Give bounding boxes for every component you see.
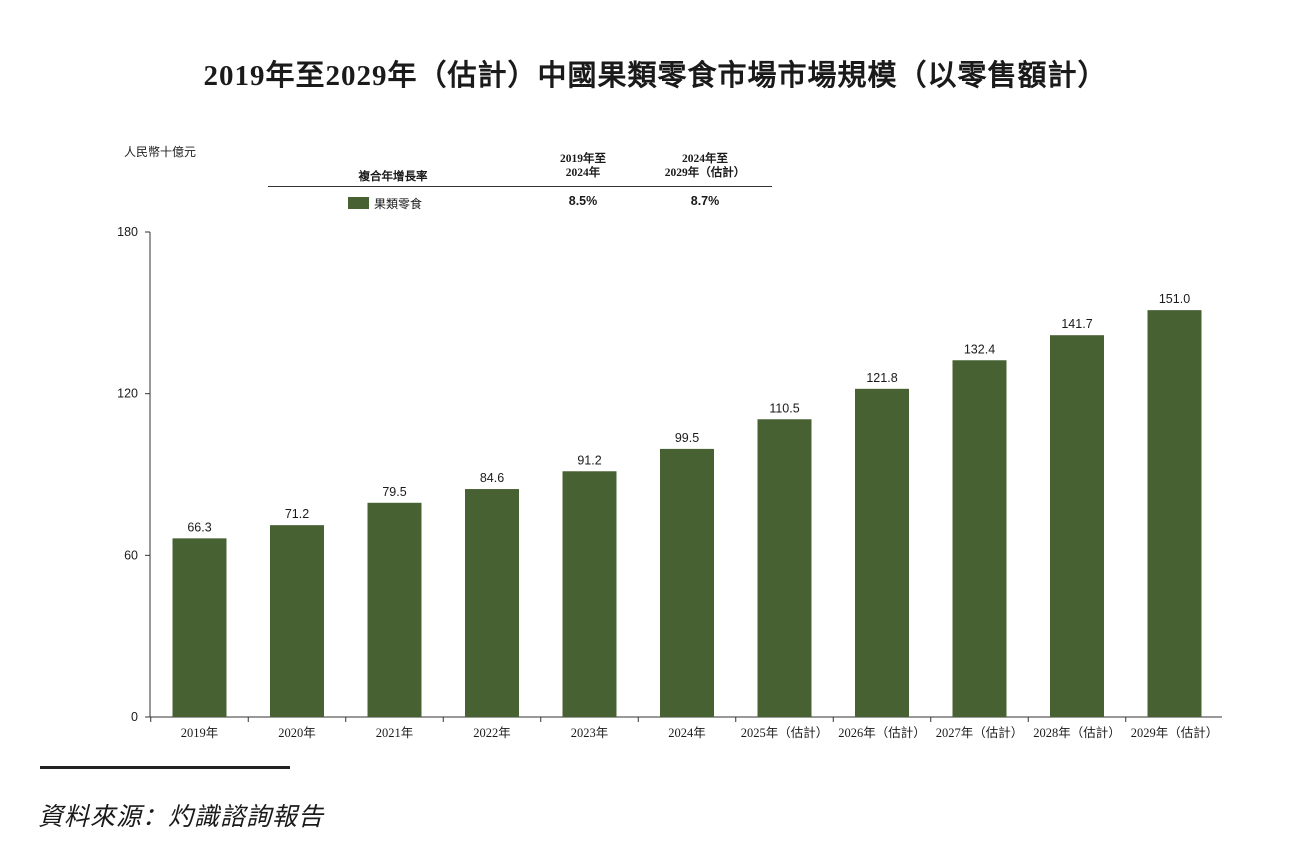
x-category-label: 2029年（估計） xyxy=(1131,725,1219,740)
cagr-col2-header-line1: 2024年至 xyxy=(682,153,728,165)
bar xyxy=(172,538,227,717)
cagr-col1-value: 8.5% xyxy=(568,194,598,208)
legend-label: 果類零食 xyxy=(374,197,423,211)
bar-value-label: 91.2 xyxy=(577,453,601,467)
bar xyxy=(660,448,714,717)
x-category-label: 2028年（估計） xyxy=(1033,725,1121,740)
bar xyxy=(465,489,519,717)
chart-title: 2019年至2029年（估計）中國果類零食市場市場規模（以零售額計） xyxy=(203,60,1108,92)
x-category-label: 2019年 xyxy=(181,726,219,740)
cagr-table: 複合年增長率 2019年至 2024年 2024年至 2029年（估計） 果類零… xyxy=(268,150,772,212)
cagr-table-rule xyxy=(268,186,772,187)
x-category-label: 2021年 xyxy=(376,726,414,740)
bar xyxy=(952,360,1007,717)
bar-value-label: 66.3 xyxy=(187,520,211,534)
bar-value-label: 141.7 xyxy=(1061,317,1092,331)
bar-value-label: 71.2 xyxy=(285,507,309,521)
y-tick-label: 120 xyxy=(117,387,138,401)
y-tick-label: 180 xyxy=(117,225,138,239)
x-category-label: 2022年 xyxy=(473,726,511,740)
bar-value-label: 151.0 xyxy=(1159,292,1190,306)
y-tick-label: 60 xyxy=(124,548,138,562)
x-category-label: 2025年（估計） xyxy=(741,725,829,740)
x-category-label: 2027年（估計） xyxy=(936,725,1024,740)
bar xyxy=(1050,335,1104,717)
bar xyxy=(855,388,909,717)
bar-value-label: 121.8 xyxy=(866,371,897,385)
bar-value-label: 84.6 xyxy=(480,471,504,485)
x-category-label: 2026年（估計） xyxy=(838,725,926,740)
bar xyxy=(562,471,617,717)
footnote-rule xyxy=(40,766,290,769)
y-tick-label: 0 xyxy=(131,710,138,724)
x-category-label: 2023年 xyxy=(571,726,609,740)
cagr-col2-header-line2: 2029年（估計） xyxy=(664,167,746,179)
legend-swatch xyxy=(348,197,369,209)
bar-value-label: 79.5 xyxy=(382,485,406,499)
bar xyxy=(757,419,812,717)
cagr-header-label: 複合年增長率 xyxy=(358,171,428,183)
bar xyxy=(1147,310,1202,717)
x-category-label: 2020年 xyxy=(278,726,316,740)
cagr-col1-header: 2019年至 2024年 xyxy=(538,152,628,180)
source-note: 資料來源：灼識諮詢報告 xyxy=(38,804,325,831)
bar xyxy=(270,525,324,717)
bar-value-label: 99.5 xyxy=(675,431,699,445)
cagr-col1-header-line2: 2024年 xyxy=(565,167,601,179)
x-category-label: 2024年 xyxy=(668,726,706,740)
y-axis-unit-label: 人民幣十億元 xyxy=(124,145,197,159)
bar xyxy=(367,502,422,717)
bar-value-label: 110.5 xyxy=(769,401,799,415)
cagr-col2-header: 2024年至 2029年（估計） xyxy=(650,152,760,180)
cagr-col2-value: 8.7% xyxy=(690,194,720,208)
bar-value-label: 132.4 xyxy=(964,342,995,356)
cagr-col1-header-line1: 2019年至 xyxy=(560,153,606,165)
